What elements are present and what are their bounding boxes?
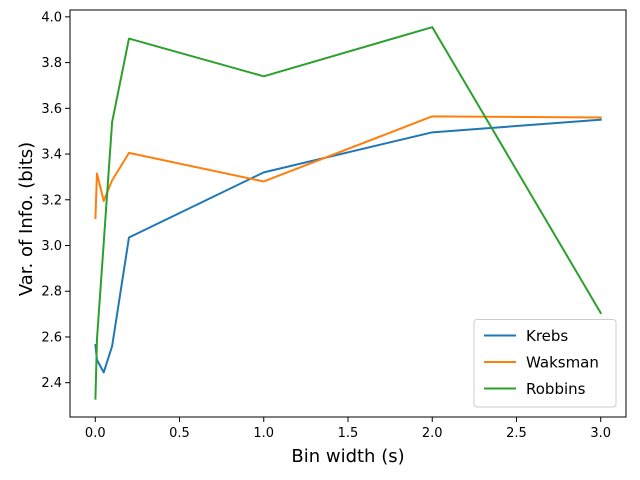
legend-label-waksman: Waksman [526, 354, 599, 372]
series-line-robbins [94, 26, 603, 400]
x-axis-title: Bin width (s) [291, 446, 404, 467]
y-axis: 2.4 2.6 2.8 3.0 3.2 3.4 3.6 3.8 4.0 [41, 10, 70, 391]
x-axis: 0.0 0.5 1.0 1.5 2.0 2.5 3.0 [85, 417, 611, 441]
series-line-krebs [94, 118, 602, 374]
legend-label-krebs: Krebs [526, 327, 568, 345]
series-lines [94, 26, 603, 400]
y-tick-label: 2.8 [41, 285, 62, 300]
y-tick-label: 3.0 [41, 239, 62, 254]
y-axis-title: Var. of Info. (bits) [16, 142, 37, 296]
y-tick-label: 3.4 [41, 148, 62, 163]
x-tick-label: 1.0 [253, 426, 274, 441]
x-tick-label: 3.0 [590, 426, 611, 441]
x-tick-label: 1.5 [338, 426, 359, 441]
series-line-waksman [94, 115, 602, 220]
x-tick-label: 0.5 [169, 426, 190, 441]
x-tick-label: 2.5 [506, 426, 527, 441]
legend: Krebs Waksman Robbins [473, 319, 617, 408]
y-tick-label: 4.0 [41, 10, 62, 25]
y-tick-label: 2.6 [41, 330, 62, 345]
y-tick-label: 2.4 [41, 376, 62, 391]
x-tick-label: 0.0 [85, 426, 106, 441]
x-tick-label: 2.0 [422, 426, 443, 441]
legend-label-robbins: Robbins [526, 380, 586, 398]
y-tick-label: 3.6 [41, 102, 62, 117]
y-tick-label: 3.2 [41, 193, 62, 208]
legend-box [473, 319, 617, 408]
y-tick-label: 3.8 [41, 56, 62, 71]
